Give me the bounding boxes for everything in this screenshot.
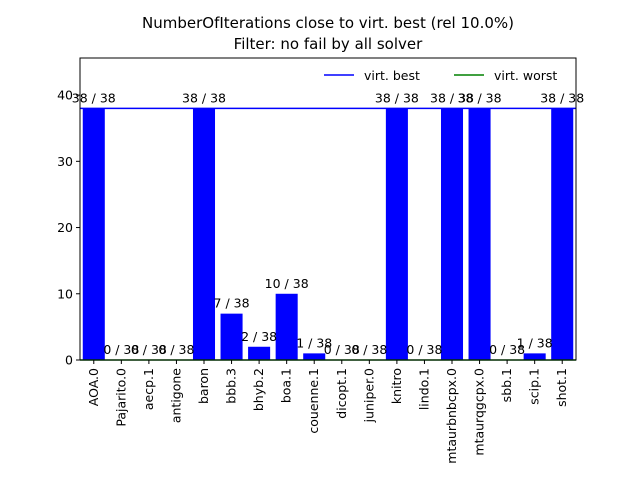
bar-17 xyxy=(551,108,574,360)
x-tick-label-0: AOA.0 xyxy=(86,368,101,406)
bar-13 xyxy=(440,108,464,360)
chart-title: NumberOfIterations close to virt. best (… xyxy=(142,14,514,32)
x-tick-label-2: aecp.1 xyxy=(141,368,156,410)
y-tick-label-3: 30 xyxy=(57,154,73,169)
data-label-17: 38 / 38 xyxy=(540,90,584,105)
x-tick-label-5: bbb.3 xyxy=(224,368,239,404)
x-tick-label-14: mtaurqgcpx.0 xyxy=(472,368,487,456)
y-tick-label-4: 40 xyxy=(57,88,73,103)
legend-label-0: virt. best xyxy=(364,68,420,83)
x-tick-label-8: couenne.1 xyxy=(306,368,321,434)
x-tick-label-15: sbb.1 xyxy=(499,368,514,402)
y-tick-label-1: 10 xyxy=(57,286,73,301)
x-tick-label-6: bhyb.2 xyxy=(251,368,266,411)
bar-0 xyxy=(82,108,105,360)
data-label-4: 38 / 38 xyxy=(182,90,226,105)
data-label-14: 38 / 38 xyxy=(458,90,502,105)
x-tick-label-4: baron xyxy=(196,368,211,404)
data-label-2: 0 / 38 xyxy=(131,342,167,357)
x-tick-label-17: shot.1 xyxy=(554,368,569,407)
data-label-3: 0 / 38 xyxy=(158,342,194,357)
data-label-11: 38 / 38 xyxy=(375,90,419,105)
data-label-7: 10 / 38 xyxy=(265,276,309,291)
bar-7 xyxy=(275,293,298,360)
data-label-13: 38 / 38 xyxy=(430,90,474,105)
bar-4 xyxy=(192,108,216,360)
x-tick-label-3: antigone xyxy=(168,368,183,423)
plot-frame xyxy=(79,57,577,361)
bar-16 xyxy=(523,353,546,360)
x-tick-label-9: dicopt.1 xyxy=(334,368,349,419)
x-tick-label-7: boa.1 xyxy=(279,368,294,403)
y-tick-label-2: 20 xyxy=(57,220,73,235)
data-label-5: 7 / 38 xyxy=(214,296,250,311)
x-tick-label-13: mtaurbnbcpx.0 xyxy=(444,368,459,464)
chart-subtitle: Filter: no fail by all solver xyxy=(234,35,423,53)
data-label-1: 0 / 38 xyxy=(103,342,139,357)
data-label-8: 1 / 38 xyxy=(296,335,332,350)
bar-11 xyxy=(385,108,408,360)
bar-5 xyxy=(220,313,243,360)
data-label-6: 2 / 38 xyxy=(241,329,277,344)
data-label-16: 1 / 38 xyxy=(517,335,553,350)
x-tick-label-12: lindo.1 xyxy=(416,368,431,410)
x-tick-label-10: juniper.0 xyxy=(361,368,376,423)
data-label-12: 0 / 38 xyxy=(406,342,442,357)
x-tick-label-11: knitro xyxy=(389,368,404,404)
legend-label-1: virt. worst xyxy=(494,68,557,83)
x-tick-label-1: Pajarito.0 xyxy=(113,368,128,427)
bar-14 xyxy=(468,108,491,360)
bar-6 xyxy=(248,346,271,360)
data-label-9: 0 / 38 xyxy=(324,342,360,357)
data-label-15: 0 / 38 xyxy=(489,342,525,357)
data-label-0: 38 / 38 xyxy=(72,90,116,105)
y-tick-label-0: 0 xyxy=(65,353,73,368)
bar-8 xyxy=(303,353,326,360)
x-tick-label-16: scip.1 xyxy=(527,368,542,405)
data-label-10: 0 / 38 xyxy=(351,342,387,357)
